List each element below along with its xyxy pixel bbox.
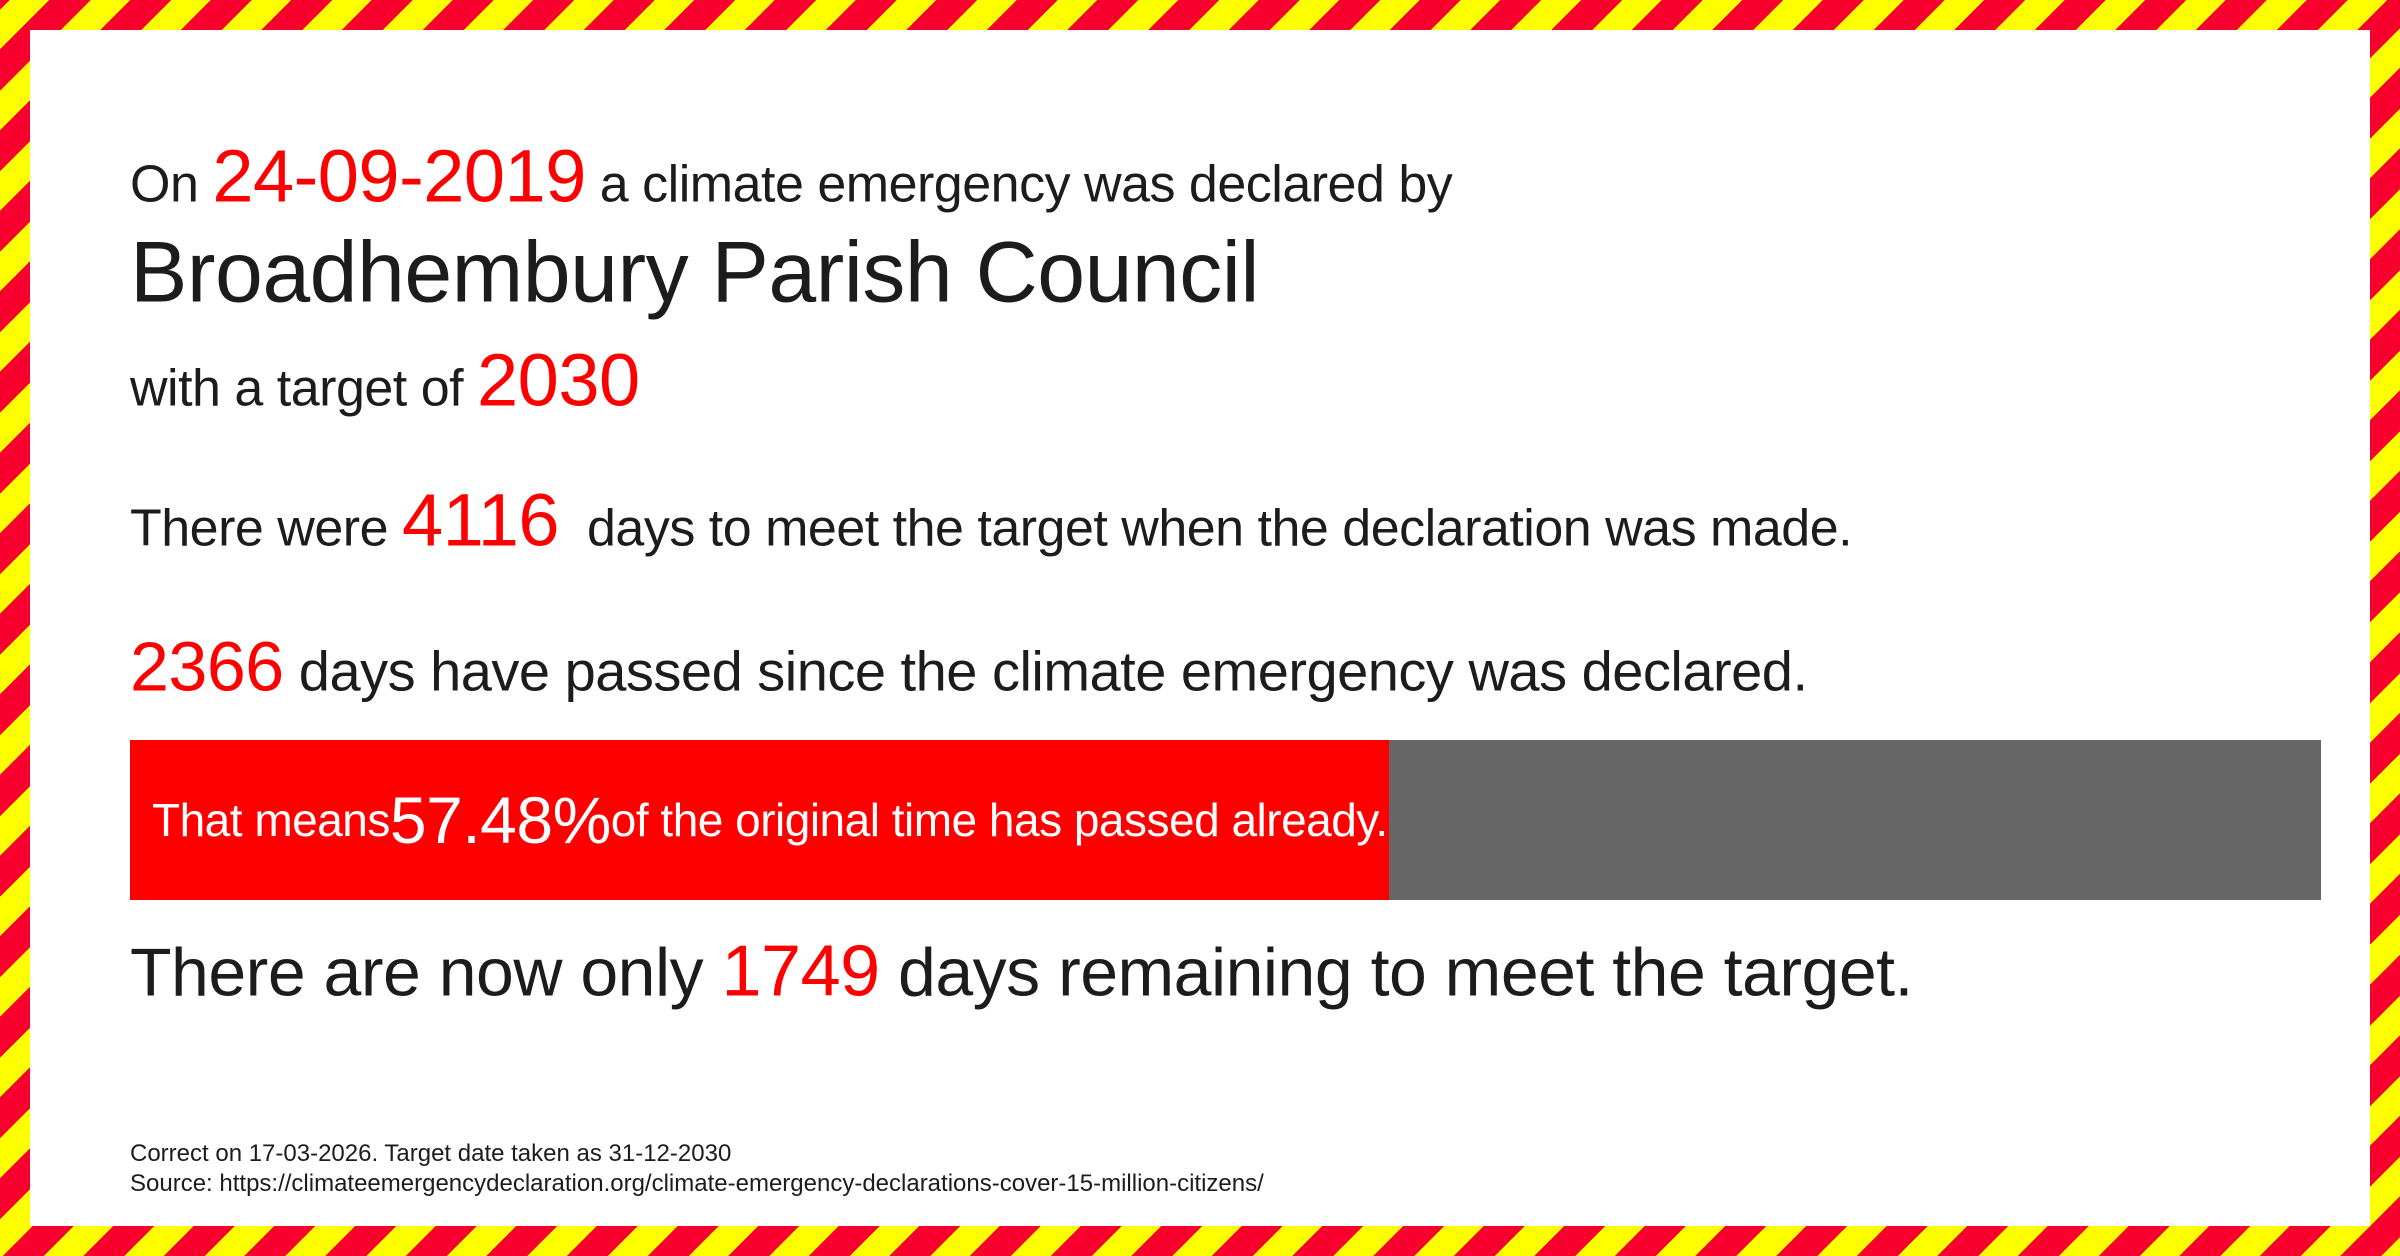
days-remaining-number: 1749 [721,931,880,1012]
target-prefix: with a target of [130,359,478,418]
progress-percent: 57.48% [389,783,611,857]
progress-bar: That means 57.48% of the original time h… [130,740,2321,900]
target-year: 2030 [477,338,640,422]
progress-prefix: That means [152,794,390,846]
days-to-target-prefix: There were [130,499,402,558]
footer-source: Source: https://climateemergencydeclarat… [130,1170,1264,1197]
days-remaining-line: There are now only 1749 days remaining t… [130,932,1913,1011]
days-remaining-suffix: days remaining to meet the target. [879,934,1913,1011]
days-to-target-number: 4116 [401,478,560,562]
days-to-target-suffix: days to meet the target when the declara… [559,499,1853,558]
days-passed-line: 2366 days have passed since the climate … [130,627,1808,706]
days-passed-suffix: days have passed since the climate emerg… [283,639,1808,703]
progress-suffix: of the original time has passed already. [610,794,1388,846]
declaration-prefix: On [130,155,213,214]
days-passed-number: 2366 [130,627,284,706]
footer-correct-on: Correct on 17-03-2026. Target date taken… [130,1140,732,1167]
declaration-date: 24-09-2019 [212,134,586,218]
days-to-target-line: There were 4116 days to meet the target … [130,478,1853,562]
footer: Correct on 17-03-2026. Target date taken… [130,1139,1264,1199]
days-remaining-prefix: There are now only [130,934,722,1011]
declaration-suffix: a climate emergency was declared by [585,155,1453,214]
progress-bar-fill [130,740,1390,900]
council-name: Broadhembury Parish Council [130,224,1259,321]
content-panel: On 24-09-2019 a climate emergency was de… [30,30,2370,1226]
declaration-line: On 24-09-2019 a climate emergency was de… [130,134,1453,218]
progress-bar-text: That means 57.48% of the original time h… [152,740,1388,900]
target-line: with a target of 2030 [130,339,640,420]
